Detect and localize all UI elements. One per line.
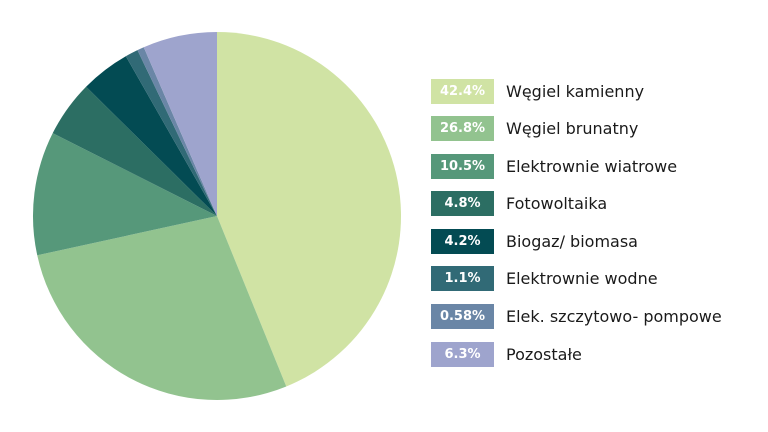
pie-slice-5 xyxy=(125,50,217,217)
legend-item-7: 6.3% Pozostałe xyxy=(431,341,722,367)
pie-slice-6 xyxy=(137,47,217,217)
pie-chart xyxy=(32,32,402,401)
legend-value-badge: 6.3% xyxy=(431,341,494,367)
legend-item-0: 42.4% Węgiel kamienny xyxy=(431,78,722,104)
pie-slice-3 xyxy=(52,86,217,216)
legend-item-6: 0.58% Elek. szczytowo- pompowe xyxy=(431,304,722,330)
legend-label: Elektrownie wiatrowe xyxy=(506,156,678,176)
legend-value-badge: 10.5% xyxy=(431,153,494,179)
legend-value-badge: 26.8% xyxy=(431,116,494,142)
legend-label: Węgiel kamienny xyxy=(506,81,645,101)
legend-item-1: 26.8% Węgiel brunatny xyxy=(431,116,722,142)
legend-value-badge: 1.1% xyxy=(431,266,494,292)
legend-item-3: 4.8% Fotowoltaika xyxy=(431,191,722,217)
pie-slice-0 xyxy=(217,32,402,387)
legend-label: Biogaz/ biomasa xyxy=(506,231,638,251)
legend-label: Fotowoltaika xyxy=(506,194,608,214)
legend-value-badge: 0.58% xyxy=(431,304,494,330)
legend-label: Węgiel brunatny xyxy=(506,119,639,139)
legend-label: Elektrownie wodne xyxy=(506,269,658,289)
legend-value-badge: 42.4% xyxy=(431,78,494,104)
pie-slice-2 xyxy=(32,133,217,256)
pie-slice-4 xyxy=(86,56,217,216)
pie-slice-1 xyxy=(37,216,287,401)
legend-item-2: 10.5% Elektrownie wiatrowe xyxy=(431,153,722,179)
legend-value-badge: 4.8% xyxy=(431,191,494,217)
legend: 42.4% Węgiel kamienny 26.8% Węgiel brunatny… xyxy=(431,78,722,379)
legend-label: Elek. szczytowo- pompowe xyxy=(506,307,722,327)
legend-value-badge: 4.2% xyxy=(431,228,494,254)
legend-label: Pozostałe xyxy=(506,344,582,364)
pie-slice-7 xyxy=(143,32,217,216)
legend-item-4: 4.2% Biogaz/ biomasa xyxy=(431,228,722,254)
legend-item-5: 1.1% Elektrownie wodne xyxy=(431,266,722,292)
